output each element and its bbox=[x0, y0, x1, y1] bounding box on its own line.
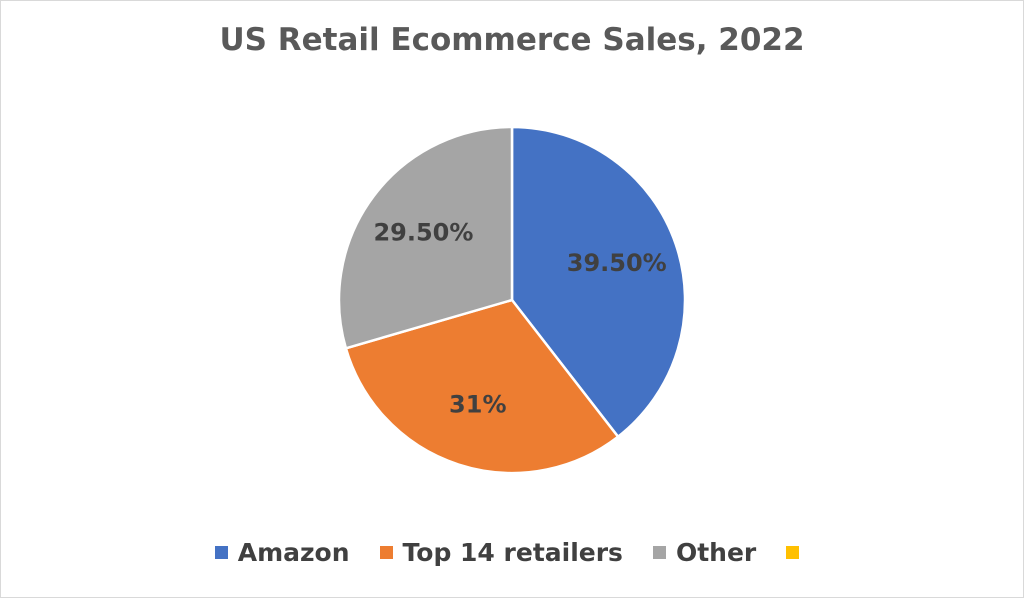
legend-item-unnamed bbox=[786, 546, 809, 559]
data-label-top-14-retailers: 31% bbox=[449, 390, 506, 418]
data-label-amazon: 39.50% bbox=[567, 249, 667, 277]
legend-item-top-14-retailers: Top 14 retailers bbox=[379, 538, 623, 567]
legend-swatch-amazon bbox=[214, 546, 228, 559]
pie-slice-amazon bbox=[510, 125, 687, 439]
legend-swatch-top-14-retailers bbox=[379, 546, 393, 559]
legend-swatch-other bbox=[652, 546, 666, 559]
legend-label-other: Other bbox=[675, 538, 757, 567]
pie-slice-other bbox=[337, 125, 514, 350]
pie-slice-top-14-retailers bbox=[344, 298, 620, 475]
legend-item-other: Other bbox=[652, 538, 757, 567]
data-label-other: 29.50% bbox=[373, 219, 473, 247]
chart-title: US Retail Ecommerce Sales, 2022 bbox=[219, 22, 805, 58]
legend: Amazon Top 14 retailers Other bbox=[0, 538, 1024, 567]
legend-label-amazon: Amazon bbox=[237, 538, 350, 567]
legend-item-amazon: Amazon bbox=[214, 538, 350, 567]
legend-label-top-14-retailers: Top 14 retailers bbox=[402, 538, 623, 567]
legend-swatch-unnamed bbox=[786, 546, 800, 559]
